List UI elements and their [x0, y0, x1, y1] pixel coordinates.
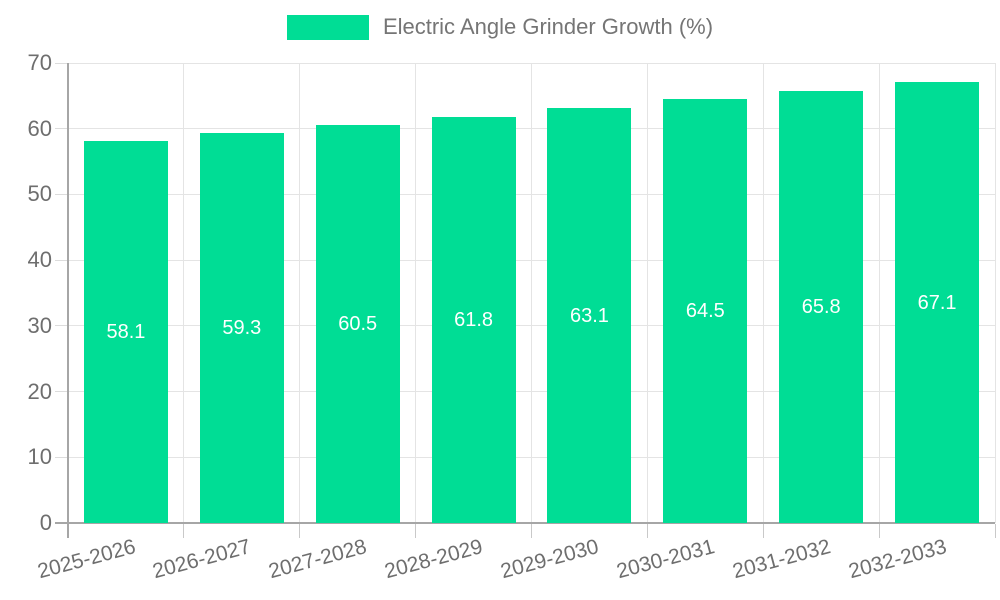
bar[interactable]: 65.8 [779, 90, 864, 523]
y-axis-tick [55, 391, 68, 393]
bar-value-label: 63.1 [569, 304, 609, 327]
bar[interactable]: 61.8 [431, 116, 516, 523]
x-gridline [299, 63, 301, 523]
x-gridline [646, 63, 648, 523]
bar[interactable]: 59.3 [199, 133, 284, 523]
x-axis-label: 2029-2030 [498, 535, 602, 584]
y-axis-line [67, 63, 69, 538]
x-axis-label: 2031-2032 [729, 535, 833, 584]
y-axis-tick [55, 456, 68, 458]
x-axis-label: 2030-2031 [614, 535, 718, 584]
x-axis-label: 2032-2033 [845, 535, 949, 584]
legend: Electric Angle Grinder Growth (%) [0, 14, 1000, 40]
bar-value-label: 65.8 [801, 295, 841, 318]
x-gridline [994, 63, 996, 523]
x-gridline [415, 63, 417, 523]
x-axis-tick [994, 524, 996, 538]
x-gridline [183, 63, 185, 523]
bar-value-label: 59.3 [222, 317, 262, 340]
x-axis-tick [762, 524, 764, 538]
y-axis-tick-label: 10 [27, 444, 52, 470]
x-axis-tick [531, 524, 532, 538]
y-axis-tick-label: 30 [27, 312, 52, 338]
bar[interactable]: 60.5 [315, 125, 400, 523]
y-axis-tick-label: 50 [27, 181, 52, 207]
legend-swatch[interactable] [286, 14, 369, 40]
y-axis-tick-label: 40 [27, 247, 52, 273]
x-axis-tick [646, 524, 648, 538]
x-axis-label: 2026-2027 [150, 535, 254, 584]
y-axis-tick [55, 193, 68, 195]
bar-value-label: 64.5 [685, 300, 725, 323]
y-axis-tick [55, 128, 68, 130]
x-gridline [762, 63, 764, 523]
y-axis-tick-label: 60 [27, 115, 52, 141]
bar[interactable]: 67.1 [895, 82, 980, 523]
bar-value-label: 60.5 [338, 313, 378, 336]
y-axis-tick-label: 20 [27, 378, 52, 404]
bar-value-label: 67.1 [917, 291, 957, 314]
x-axis-line [55, 522, 995, 524]
x-axis-tick [299, 524, 301, 538]
bar-value-label: 58.1 [106, 321, 146, 344]
x-axis-label: 2025-2026 [34, 535, 138, 584]
x-axis-tick [878, 524, 880, 538]
legend-label: Electric Angle Grinder Growth (%) [382, 14, 714, 39]
y-axis-tick [55, 325, 68, 327]
bar[interactable]: 64.5 [663, 99, 748, 523]
bar[interactable]: 58.1 [83, 141, 168, 523]
x-gridline [531, 63, 532, 523]
bar-value-label: 61.8 [454, 308, 494, 331]
y-axis-tick-label: 0 [39, 510, 52, 535]
y-axis-tick [55, 62, 68, 64]
x-gridline [878, 63, 880, 523]
x-axis-tick [415, 524, 417, 538]
bar[interactable]: 63.1 [547, 108, 632, 523]
y-axis-tick [55, 259, 68, 261]
x-axis-label: 2027-2028 [266, 535, 370, 584]
y-axis-tick-label: 70 [27, 50, 52, 75]
x-axis-label: 2028-2029 [382, 535, 486, 584]
x-axis-tick [183, 524, 185, 538]
